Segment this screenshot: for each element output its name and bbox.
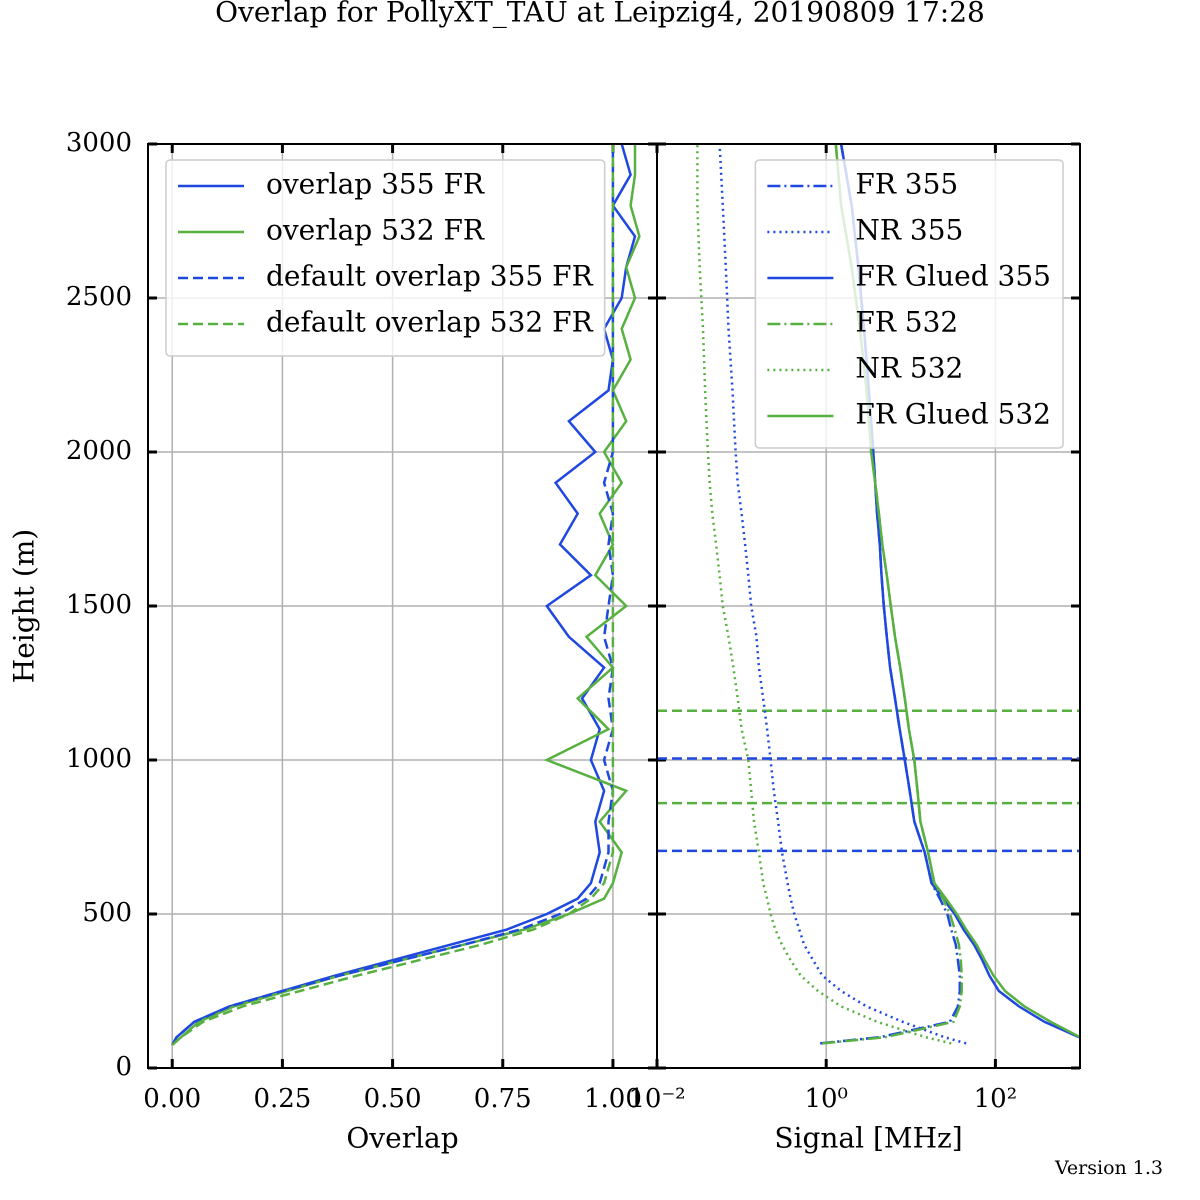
x-axis-label: Overlap	[346, 1122, 458, 1155]
x-tick-label: 10⁻²	[628, 1084, 685, 1114]
legend-label: overlap 355 FR	[266, 168, 485, 201]
x-tick-label: 0.50	[364, 1084, 422, 1114]
figure-title: Overlap for PollyXT_TAU at Leipzig4, 201…	[215, 0, 985, 29]
x-tick-label: 10²	[974, 1084, 1018, 1114]
profile-line	[171, 144, 615, 1046]
legend: overlap 355 FR overlap 532 FR default over…	[165, 159, 606, 357]
x-tick-label: 0.25	[253, 1084, 311, 1114]
y-tick-label: 1000	[66, 744, 132, 774]
x-axis-label: Signal [MHz]	[774, 1122, 962, 1155]
profile-line	[171, 144, 615, 1046]
legend-label: default overlap 355 FR	[266, 260, 594, 293]
y-tick-label: 2000	[66, 436, 132, 466]
legend-label: default overlap 532 FR	[266, 306, 594, 339]
profile-line	[171, 144, 641, 1046]
x-tick-label: 0.00	[143, 1084, 201, 1114]
x-tick-label: 0.75	[474, 1084, 532, 1114]
legend-label: FR 355	[855, 168, 958, 201]
plot-area	[171, 144, 641, 1046]
legend-label: FR 532	[855, 306, 958, 339]
profile-line	[171, 144, 637, 1046]
axes-frame	[656, 143, 1081, 1069]
profile-line	[718, 144, 967, 1045]
profile-line	[696, 144, 952, 1045]
y-axis-label: Height (m)	[8, 529, 41, 683]
legend-box	[165, 159, 606, 357]
legend-label: overlap 532 FR	[266, 214, 485, 247]
legend-label: FR Glued 355	[855, 260, 1051, 293]
y-tick-label: 3000	[66, 128, 132, 158]
y-tick-label: 500	[82, 898, 132, 928]
legend-box	[754, 159, 1064, 449]
legend: FR 355 NR 355 FR Glued 355 FR 532 NR 532 FR G…	[754, 159, 1064, 449]
legend-label: NR 355	[855, 214, 963, 247]
legend-label: FR Glued 532	[855, 398, 1051, 431]
x-tick-label: 10⁰	[804, 1084, 848, 1114]
version-note: Version 1.3	[1054, 1157, 1163, 1179]
legend-label: NR 532	[855, 352, 963, 385]
y-tick-label: 2500	[66, 282, 132, 312]
x-tick-label: 1.00	[584, 1084, 642, 1114]
y-tick-label: 0	[115, 1052, 132, 1082]
y-tick-label: 1500	[66, 590, 132, 620]
